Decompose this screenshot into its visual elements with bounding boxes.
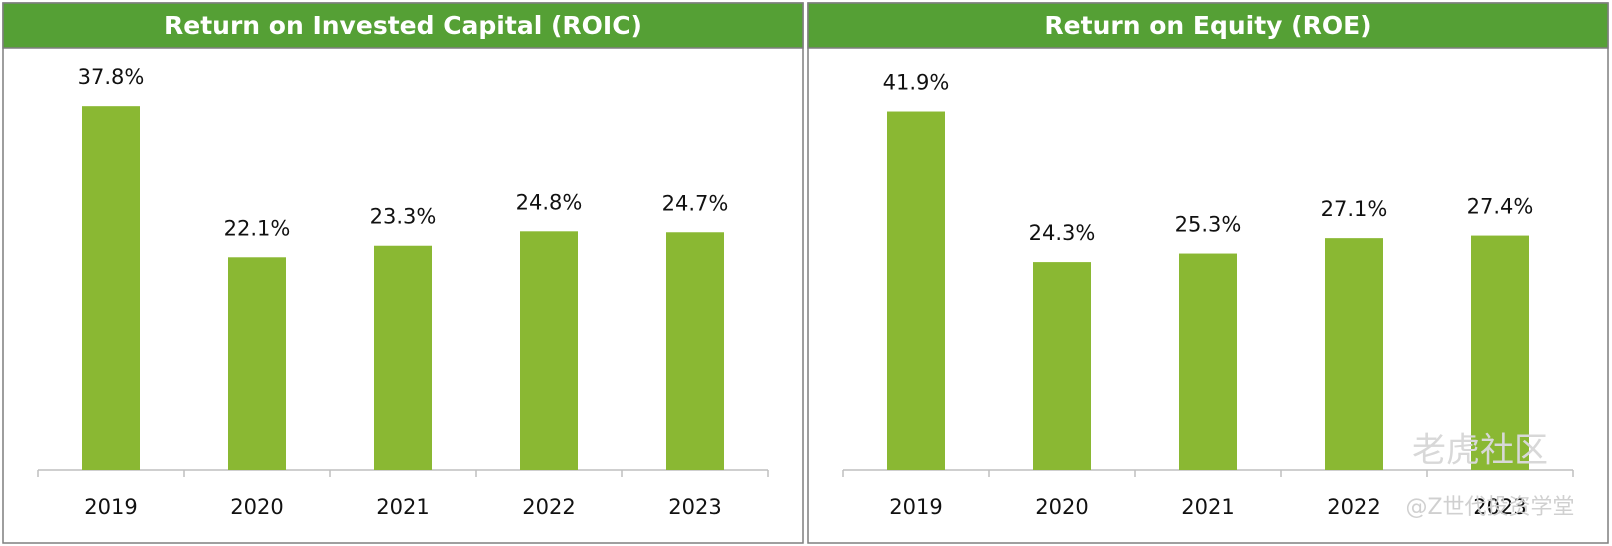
- bar: [520, 231, 578, 470]
- bar: [1033, 262, 1091, 470]
- x-tick-label: 2021: [376, 495, 429, 519]
- data-label: 25.3%: [1175, 213, 1242, 237]
- x-tick-label: 2022: [1327, 495, 1380, 519]
- data-label: 22.1%: [224, 216, 291, 240]
- bar: [1471, 235, 1529, 470]
- panel-header: [807, 2, 1609, 49]
- data-label: 27.1%: [1321, 197, 1388, 221]
- watermark: @Z世代投资学堂: [1405, 495, 1574, 520]
- bar: [228, 257, 286, 470]
- x-tick-label: 2022: [522, 495, 575, 519]
- bar: [374, 245, 432, 470]
- bar: [82, 106, 140, 471]
- x-tick-label: 2023: [668, 495, 721, 519]
- bar: [666, 232, 724, 470]
- data-label: 41.9%: [883, 71, 950, 95]
- data-label: 24.7%: [662, 191, 729, 215]
- x-tick-label: 2019: [84, 495, 137, 519]
- chart-title: Return on Equity (ROE): [1044, 11, 1371, 40]
- chart-title: Return on Invested Capital (ROIC): [164, 11, 642, 40]
- bar: [1179, 253, 1237, 470]
- data-label: 27.4%: [1467, 195, 1534, 219]
- x-tick-label: 2021: [1181, 495, 1234, 519]
- data-label: 23.3%: [370, 205, 437, 229]
- data-label: 37.8%: [78, 65, 145, 89]
- data-label: 24.3%: [1029, 221, 1096, 245]
- x-tick-label: 2020: [230, 495, 283, 519]
- panel-header: [2, 2, 804, 49]
- bar: [1325, 238, 1383, 470]
- x-tick-label: 2023: [1473, 495, 1526, 519]
- x-tick-label: 2020: [1035, 495, 1088, 519]
- bar: [887, 111, 945, 471]
- x-tick-label: 2019: [889, 495, 942, 519]
- watermark: 老虎社区: [1412, 431, 1548, 471]
- data-label: 24.8%: [516, 190, 583, 214]
